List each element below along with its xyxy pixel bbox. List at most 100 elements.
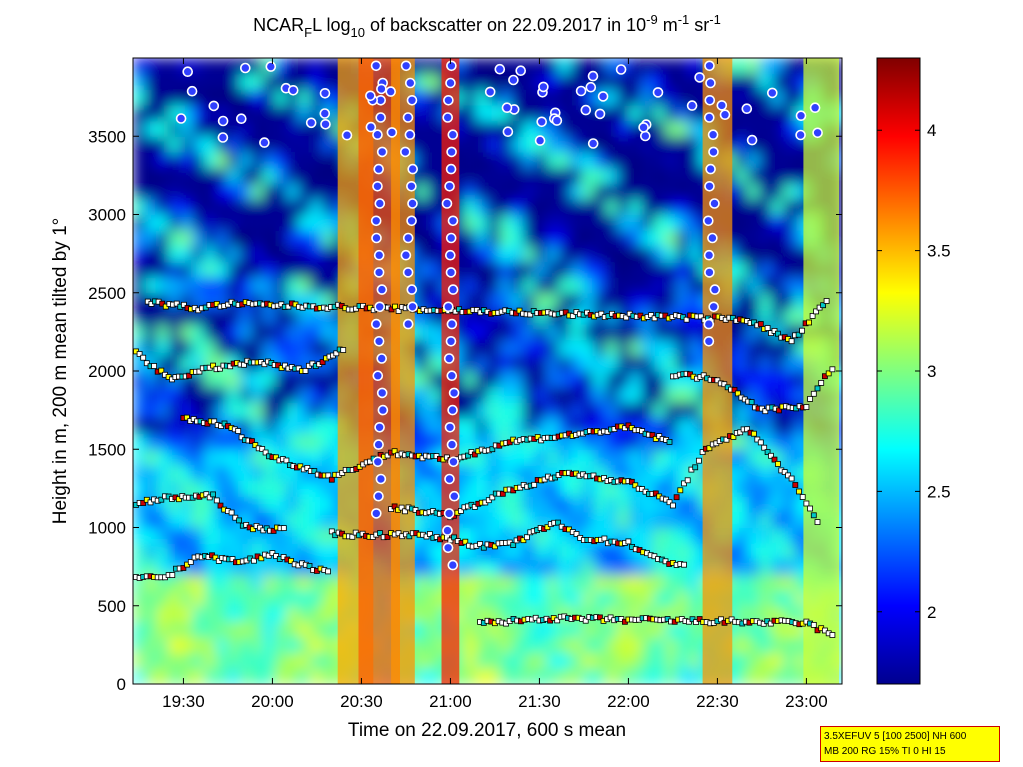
field-cell bbox=[582, 183, 595, 200]
field-cell bbox=[251, 183, 264, 200]
layer-marker bbox=[809, 312, 816, 319]
field-cell bbox=[239, 543, 252, 560]
layer-marker bbox=[151, 363, 158, 369]
field-cell bbox=[593, 668, 607, 684]
field-cell bbox=[168, 355, 181, 372]
field-cell bbox=[156, 167, 170, 184]
field-cell bbox=[463, 292, 477, 309]
precip-marker bbox=[447, 129, 459, 140]
precip-marker bbox=[538, 81, 549, 93]
field-cell bbox=[463, 574, 477, 591]
plume bbox=[702, 58, 733, 684]
field-cell bbox=[180, 652, 193, 669]
field-cell bbox=[215, 198, 229, 216]
field-cell bbox=[629, 527, 642, 544]
field-cell bbox=[676, 668, 689, 684]
field-cell bbox=[747, 449, 760, 466]
layer-marker bbox=[799, 494, 806, 500]
precip-marker bbox=[341, 129, 353, 141]
field-cell bbox=[582, 355, 595, 372]
field-cell bbox=[215, 245, 229, 263]
field-cell bbox=[322, 433, 335, 450]
field-cell bbox=[168, 574, 181, 591]
field-cell bbox=[475, 480, 489, 497]
precip-marker bbox=[448, 456, 459, 468]
field-cell bbox=[558, 371, 571, 388]
precip-marker bbox=[373, 163, 385, 175]
field-cell bbox=[676, 58, 689, 75]
field-cell bbox=[522, 339, 536, 356]
field-cell bbox=[180, 151, 193, 169]
field-cell bbox=[416, 621, 430, 638]
field-cell bbox=[192, 120, 205, 137]
field-cell bbox=[144, 167, 158, 184]
field-cell bbox=[593, 58, 607, 75]
field-cell bbox=[747, 652, 760, 669]
field-cell bbox=[215, 511, 229, 529]
field-cell bbox=[499, 402, 512, 419]
field-cell bbox=[274, 402, 288, 419]
layer-marker bbox=[651, 315, 658, 322]
field-cell bbox=[180, 120, 193, 137]
layer-marker bbox=[677, 487, 684, 494]
field-cell bbox=[156, 511, 170, 529]
field-cell bbox=[582, 386, 595, 403]
field-cell bbox=[286, 386, 300, 403]
field-cell bbox=[487, 652, 500, 669]
field-cell bbox=[747, 292, 760, 309]
layer-marker bbox=[212, 554, 219, 561]
precip-marker bbox=[795, 129, 806, 141]
field-cell bbox=[227, 183, 240, 200]
field-cell bbox=[759, 511, 772, 529]
field-cell bbox=[298, 590, 311, 607]
precip-marker bbox=[705, 163, 716, 175]
field-cell bbox=[782, 151, 796, 169]
field-cell bbox=[310, 261, 323, 278]
layer-marker bbox=[206, 494, 213, 501]
field-cell bbox=[664, 543, 678, 560]
field-cell bbox=[782, 277, 796, 294]
field-cell bbox=[759, 605, 772, 622]
field-cell bbox=[475, 637, 489, 654]
field-cell bbox=[735, 151, 749, 169]
field-cell bbox=[227, 261, 240, 278]
layer-marker bbox=[395, 530, 402, 537]
field-cell bbox=[428, 183, 441, 200]
field-cell bbox=[156, 261, 170, 278]
field-cell bbox=[570, 621, 583, 638]
field-cell bbox=[144, 89, 158, 106]
field-cell bbox=[463, 371, 477, 388]
field-cell bbox=[487, 386, 500, 403]
field-cell bbox=[664, 104, 678, 122]
field-cell bbox=[617, 245, 630, 263]
field-cell bbox=[133, 58, 146, 75]
layer-marker bbox=[670, 502, 676, 509]
colorbar-tick-label: 4 bbox=[927, 121, 936, 140]
field-cell bbox=[428, 104, 441, 122]
field-cell bbox=[286, 324, 300, 341]
layer-marker bbox=[825, 370, 832, 377]
field-cell bbox=[688, 574, 701, 591]
field-cell bbox=[192, 511, 205, 529]
field-cell bbox=[239, 496, 252, 513]
field-cell bbox=[499, 449, 512, 466]
precip-marker bbox=[375, 112, 387, 123]
field-cell bbox=[688, 167, 701, 184]
field-cell bbox=[771, 637, 784, 654]
field-cell bbox=[133, 605, 146, 622]
layer-marker bbox=[762, 408, 769, 415]
field-cell bbox=[322, 136, 335, 153]
field-cell bbox=[239, 371, 252, 388]
layer-marker bbox=[392, 303, 399, 310]
layer-marker bbox=[684, 477, 691, 484]
field-cell bbox=[156, 652, 170, 669]
field-cell bbox=[227, 449, 240, 466]
field-cell bbox=[144, 558, 158, 576]
field-cell bbox=[641, 527, 654, 544]
field-cell bbox=[499, 590, 512, 607]
field-cell bbox=[286, 277, 300, 294]
y-axis-label: Height in m, 200 m mean tilted by 1° bbox=[50, 218, 71, 524]
layer-marker bbox=[788, 338, 795, 345]
layer-marker bbox=[814, 385, 821, 392]
field-cell bbox=[463, 167, 477, 184]
